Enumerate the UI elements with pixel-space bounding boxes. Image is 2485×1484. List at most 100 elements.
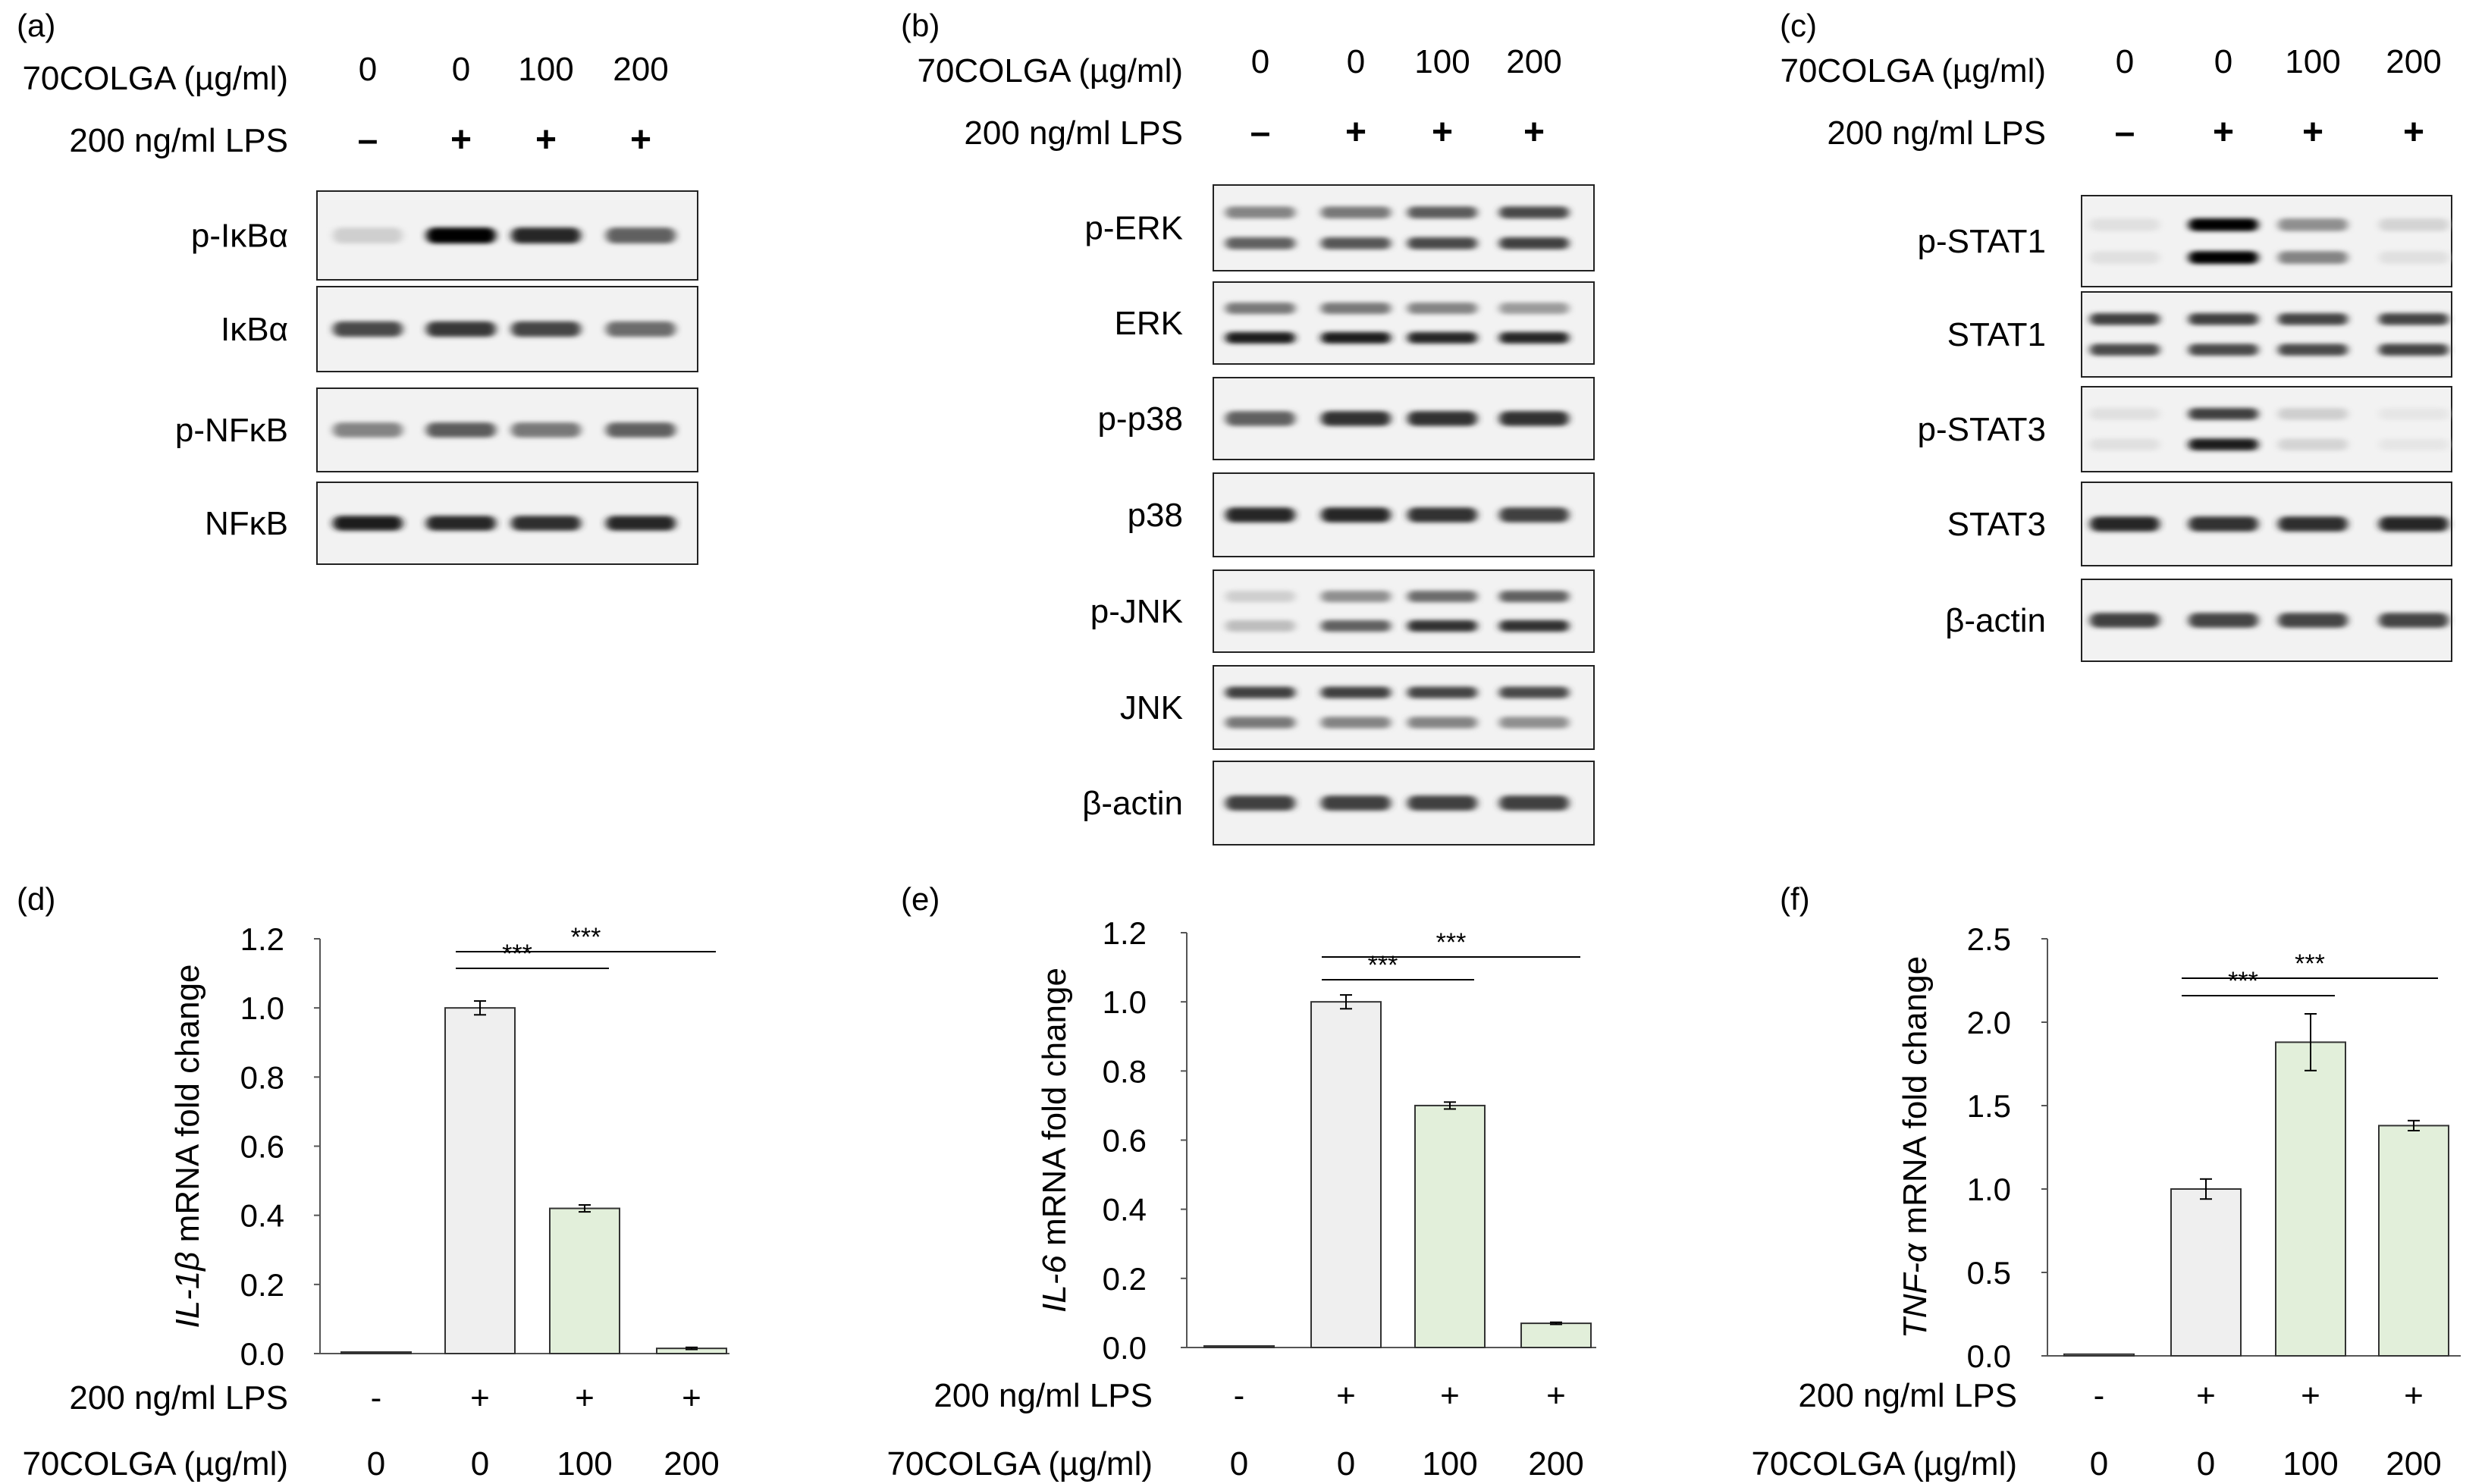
y-tick-label: 0.4	[240, 1198, 284, 1234]
blot-band	[1225, 303, 1295, 315]
treatment-value: 200	[1506, 43, 1561, 80]
treatment-label: 70COLGA (µg/ml)	[1780, 52, 2046, 89]
blot-band	[2278, 438, 2348, 450]
blot-band	[2188, 313, 2258, 325]
blot-band	[1321, 303, 1391, 315]
lps-sign: –	[1250, 112, 1271, 152]
bar	[1310, 1001, 1382, 1348]
blot-band	[1225, 237, 1295, 249]
blot-band	[1499, 507, 1569, 522]
blot-band	[1407, 686, 1477, 698]
panel-tag: (a)	[17, 8, 55, 43]
treatment-value: 0	[359, 51, 377, 88]
panel-tag: (b)	[901, 8, 940, 43]
y-tick-label: 0.8	[240, 1059, 284, 1095]
lps-sign: +	[2404, 1377, 2424, 1414]
lps-sign: +	[1440, 1377, 1460, 1414]
bar-chart-e: (e) 0.0 0.2 0.4 0.6 0.8 1.0 1.2 IL-6 mRNA fold c…	[886, 881, 1596, 1482]
blot-label: β-actin	[1945, 602, 2046, 639]
blot-band	[1225, 620, 1295, 632]
blot-band	[2379, 438, 2449, 450]
blot-membrane	[2081, 195, 2452, 287]
lps-sign: –	[358, 120, 378, 160]
treatment-value: 0	[1337, 1445, 1355, 1482]
blot-band	[2188, 218, 2258, 231]
blot-band	[2278, 613, 2348, 628]
treatment-label: 70COLGA (µg/ml)	[917, 52, 1183, 89]
lps-sign: -	[371, 1379, 382, 1417]
treatment-value: 0	[2116, 43, 2134, 80]
blot-label: p-IκBα	[191, 218, 288, 255]
y-tick-label: 0.4	[1103, 1192, 1147, 1228]
lps-sign: +	[2403, 112, 2424, 152]
blot-membrane	[1213, 184, 1595, 271]
blot-band	[1225, 411, 1295, 426]
blot-panel-b: (b) 70COLGA (µg/ml) 200 ng/ml LPS 0 0 100 200 –…	[901, 8, 1595, 846]
significance-label: ***	[502, 940, 532, 968]
lps-sign: +	[535, 120, 557, 160]
treatment-value: 0	[2214, 43, 2232, 80]
lps-sign: -	[2094, 1377, 2105, 1414]
bar	[444, 1007, 516, 1354]
y-axis-title-rest: mRNA fold change	[1036, 968, 1073, 1255]
lps-sign: +	[575, 1379, 595, 1417]
blot-band	[2090, 218, 2160, 231]
blot-row: STAT1	[1947, 291, 2452, 378]
panel-tag: (e)	[901, 881, 940, 917]
blot-band	[1225, 591, 1295, 603]
y-axis-title: TNF-α mRNA fold change	[1897, 956, 1934, 1338]
blot-band	[2278, 408, 2348, 420]
lps-sign: +	[2196, 1377, 2216, 1414]
significance-label: ***	[571, 923, 601, 952]
treatment-value: 100	[1414, 43, 1470, 80]
panel-tag: (c)	[1780, 8, 1817, 43]
treatment-value: 100	[2285, 43, 2340, 80]
blot-row: IκBα	[221, 286, 698, 372]
treatment-value: 200	[664, 1445, 719, 1482]
blot-membrane	[2081, 291, 2452, 378]
blot-membrane	[1213, 569, 1595, 653]
bar	[2170, 1188, 2242, 1357]
blot-label: IκBα	[221, 311, 288, 348]
blot-band	[2379, 408, 2449, 420]
bar	[1203, 1345, 1275, 1348]
blot-band	[1407, 206, 1477, 219]
blot-band	[426, 227, 496, 244]
lps-sign: -	[1234, 1377, 1245, 1414]
blot-band	[1225, 331, 1295, 344]
treatment-value: 0	[2090, 1445, 2108, 1482]
treatment-value: 100	[557, 1445, 612, 1482]
blot-band	[1225, 206, 1295, 219]
panel-tag: (f)	[1780, 881, 1810, 917]
lps-sign: +	[682, 1379, 701, 1417]
treatment-label: 70COLGA (µg/ml)	[1751, 1445, 2017, 1482]
treatment-value: 0	[1230, 1445, 1248, 1482]
blot-band	[511, 227, 581, 244]
lps-sign: +	[2213, 112, 2234, 152]
blot-band	[1499, 411, 1569, 426]
blot-band	[2278, 344, 2348, 356]
y-tick-label: 1.0	[1967, 1172, 2011, 1207]
blot-label: p-ERK	[1084, 210, 1183, 247]
treatment-value: 0	[367, 1445, 385, 1482]
y-tick-label: 0.2	[1103, 1261, 1147, 1297]
blot-panel-c: (c) 70COLGA (µg/ml) 200 ng/ml LPS 0 0 100 200 –…	[1780, 8, 2452, 662]
blot-band	[2379, 313, 2449, 325]
blot-band	[606, 321, 676, 337]
blot-band	[1499, 620, 1569, 632]
treatment-value: 100	[2283, 1445, 2338, 1482]
blot-band	[1499, 717, 1569, 729]
y-tick-label: 1.2	[240, 921, 284, 957]
treatment-value: 200	[1528, 1445, 1583, 1482]
lps-sign: +	[1546, 1377, 1566, 1414]
treatment-value: 0	[1251, 43, 1269, 80]
blot-band	[1321, 717, 1391, 729]
y-tick-label: 2.5	[1967, 921, 2011, 957]
blot-band	[1225, 717, 1295, 729]
blot-band	[1499, 237, 1569, 249]
blot-band	[333, 321, 403, 337]
blot-label: STAT1	[1947, 316, 2046, 353]
blot-band	[1407, 795, 1477, 811]
blot-label: p-p38	[1097, 400, 1183, 438]
